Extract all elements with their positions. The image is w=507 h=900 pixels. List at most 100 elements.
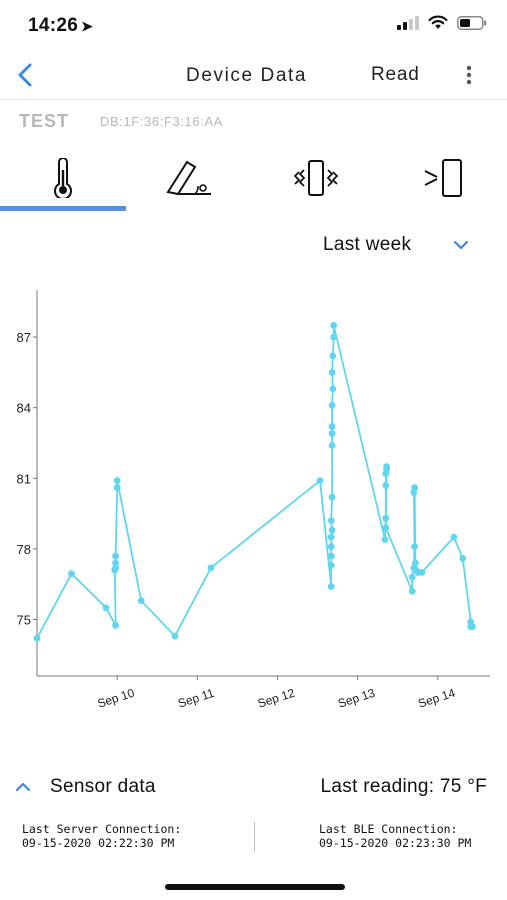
data-point bbox=[381, 536, 389, 543]
status-icons bbox=[397, 15, 487, 30]
data-point bbox=[450, 533, 458, 541]
data-point bbox=[327, 517, 335, 525]
more-vertical-icon bbox=[466, 65, 472, 85]
server-connection-value: 09-15-2020 02:22:30 PM bbox=[22, 836, 175, 850]
y-tick-label: 81 bbox=[17, 471, 31, 486]
tab-temperature[interactable] bbox=[0, 142, 126, 214]
device-mac-address: DB:1F:36:F3:16:AA bbox=[100, 114, 223, 129]
range-selector[interactable]: Last week bbox=[0, 228, 507, 264]
page-title: Device Data bbox=[186, 65, 308, 86]
data-point bbox=[68, 570, 75, 578]
data-point bbox=[459, 554, 467, 562]
data-point bbox=[327, 561, 335, 569]
vibration-icon bbox=[293, 160, 339, 196]
temperature-chart: 75 78 81 84 87 Sep 10 Sep 11 Sep 12 Sep 13 Sep 14 bbox=[17, 290, 490, 711]
data-point bbox=[329, 352, 337, 360]
chevron-up-icon bbox=[15, 782, 31, 792]
selected-tab-indicator bbox=[0, 206, 126, 211]
data-point bbox=[113, 484, 121, 492]
tab-proximity[interactable] bbox=[380, 142, 506, 214]
tilt-icon bbox=[166, 160, 211, 196]
data-point bbox=[113, 477, 121, 485]
data-point bbox=[207, 564, 215, 572]
thermometer-icon bbox=[54, 158, 72, 198]
ble-connection-info: Last BLE Connection: 09-15-2020 02:23:30… bbox=[319, 822, 471, 850]
tab-vibration[interactable] bbox=[253, 142, 379, 214]
server-connection-info: Last Server Connection: 09-15-2020 02:22… bbox=[22, 822, 181, 850]
data-point bbox=[418, 569, 426, 576]
battery-icon bbox=[457, 15, 487, 30]
chevron-left-icon bbox=[18, 63, 32, 87]
back-button[interactable] bbox=[8, 58, 42, 92]
y-tick-label: 78 bbox=[17, 542, 31, 557]
x-tick-label: Sep 13 bbox=[336, 686, 377, 711]
data-point bbox=[328, 423, 336, 430]
data-point bbox=[330, 321, 338, 329]
device-info: TEST DB:1F:36:F3:16:AA bbox=[0, 100, 507, 142]
nav-bar: Device Data Read bbox=[0, 52, 507, 98]
data-point bbox=[330, 333, 338, 341]
data-point bbox=[112, 621, 119, 629]
x-tick-label: Sep 14 bbox=[416, 686, 457, 711]
data-point bbox=[468, 623, 476, 630]
proximity-icon bbox=[424, 159, 462, 197]
ble-connection-value: 09-15-2020 02:23:30 PM bbox=[319, 836, 472, 850]
home-indicator bbox=[165, 884, 345, 890]
device-name: TEST bbox=[19, 111, 70, 131]
data-point bbox=[408, 587, 416, 595]
sensor-data-header[interactable]: Sensor data Last reading: 75 °F bbox=[0, 770, 507, 806]
data-point bbox=[383, 463, 390, 470]
x-tick-label: Sep 11 bbox=[176, 686, 216, 711]
data-point bbox=[112, 559, 119, 567]
data-point bbox=[327, 552, 335, 560]
data-point bbox=[102, 604, 110, 612]
data-point bbox=[327, 583, 335, 590]
data-point bbox=[329, 385, 337, 393]
data-point bbox=[328, 493, 336, 501]
ble-connection-label: Last BLE Connection: bbox=[319, 822, 458, 836]
server-connection-label: Last Server Connection: bbox=[22, 822, 182, 836]
data-point bbox=[328, 368, 336, 376]
data-point bbox=[112, 552, 119, 560]
y-tick-label: 75 bbox=[17, 613, 31, 628]
tab-tilt[interactable] bbox=[126, 142, 252, 214]
wifi-icon bbox=[428, 15, 448, 29]
location-arrow-icon: ➤ bbox=[81, 18, 94, 34]
data-point bbox=[411, 484, 419, 492]
data-point bbox=[112, 564, 119, 572]
data-point bbox=[382, 481, 390, 489]
connection-divider bbox=[254, 822, 255, 852]
data-point bbox=[171, 632, 179, 640]
chevron-down-icon bbox=[453, 240, 469, 250]
sensor-tab-bar bbox=[0, 142, 507, 214]
y-tick-label: 87 bbox=[17, 330, 31, 345]
data-point bbox=[327, 543, 335, 550]
last-reading: Last reading: 75 °F bbox=[320, 776, 487, 797]
status-bar: 14:26 ➤ bbox=[0, 0, 507, 52]
data-point bbox=[382, 514, 390, 522]
y-tick-label: 84 bbox=[17, 401, 31, 416]
data-point bbox=[328, 430, 336, 437]
data-point bbox=[328, 526, 336, 534]
data-point bbox=[411, 543, 419, 550]
data-point bbox=[137, 597, 145, 605]
x-tick-label: Sep 10 bbox=[96, 686, 137, 711]
sensor-data-title: Sensor data bbox=[50, 776, 156, 797]
data-point bbox=[33, 634, 41, 642]
header-divider bbox=[0, 99, 507, 100]
read-button[interactable]: Read bbox=[371, 64, 420, 85]
cellular-signal-icon bbox=[397, 15, 419, 30]
data-point bbox=[408, 573, 416, 581]
data-point bbox=[327, 533, 335, 541]
series-line bbox=[36, 324, 473, 639]
data-point bbox=[412, 559, 419, 567]
x-tick-label: Sep 12 bbox=[256, 686, 297, 711]
data-point bbox=[382, 524, 390, 532]
range-label: Last week bbox=[323, 234, 412, 255]
data-point bbox=[328, 401, 336, 409]
menu-button[interactable] bbox=[456, 60, 482, 90]
data-point bbox=[328, 441, 336, 449]
status-time: 14:26 ➤ bbox=[28, 15, 93, 37]
status-time-text: 14:26 bbox=[28, 15, 79, 36]
data-point bbox=[316, 477, 324, 485]
